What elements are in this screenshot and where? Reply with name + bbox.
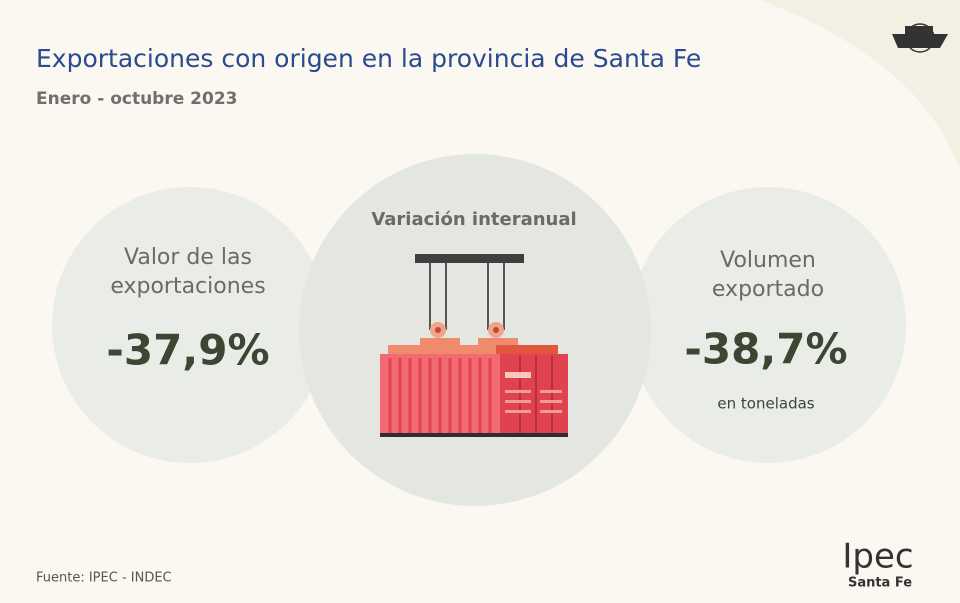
right-label: Volumen (720, 248, 816, 273)
center-circle (299, 154, 651, 506)
left-label: exportaciones (110, 274, 265, 299)
right-unit: en toneladas (717, 395, 814, 413)
logo-name: Ipec (842, 537, 913, 577)
right-circle (630, 187, 906, 463)
logo-sub: Santa Fe (848, 576, 912, 591)
title: Exportaciones con origen en la provincia… (36, 44, 701, 73)
container-illustration (380, 254, 568, 437)
left-value: -37,9% (106, 326, 269, 375)
source: Fuente: IPEC - INDEC (36, 571, 172, 586)
right-value: -38,7% (684, 325, 847, 374)
center-label: Variación interanual (371, 209, 576, 230)
subtitle: Enero - octubre 2023 (36, 89, 238, 109)
left-circle (52, 187, 328, 463)
right-label: exportado (712, 277, 824, 302)
ship-icon (892, 23, 948, 53)
left-label: Valor de las (124, 245, 252, 270)
